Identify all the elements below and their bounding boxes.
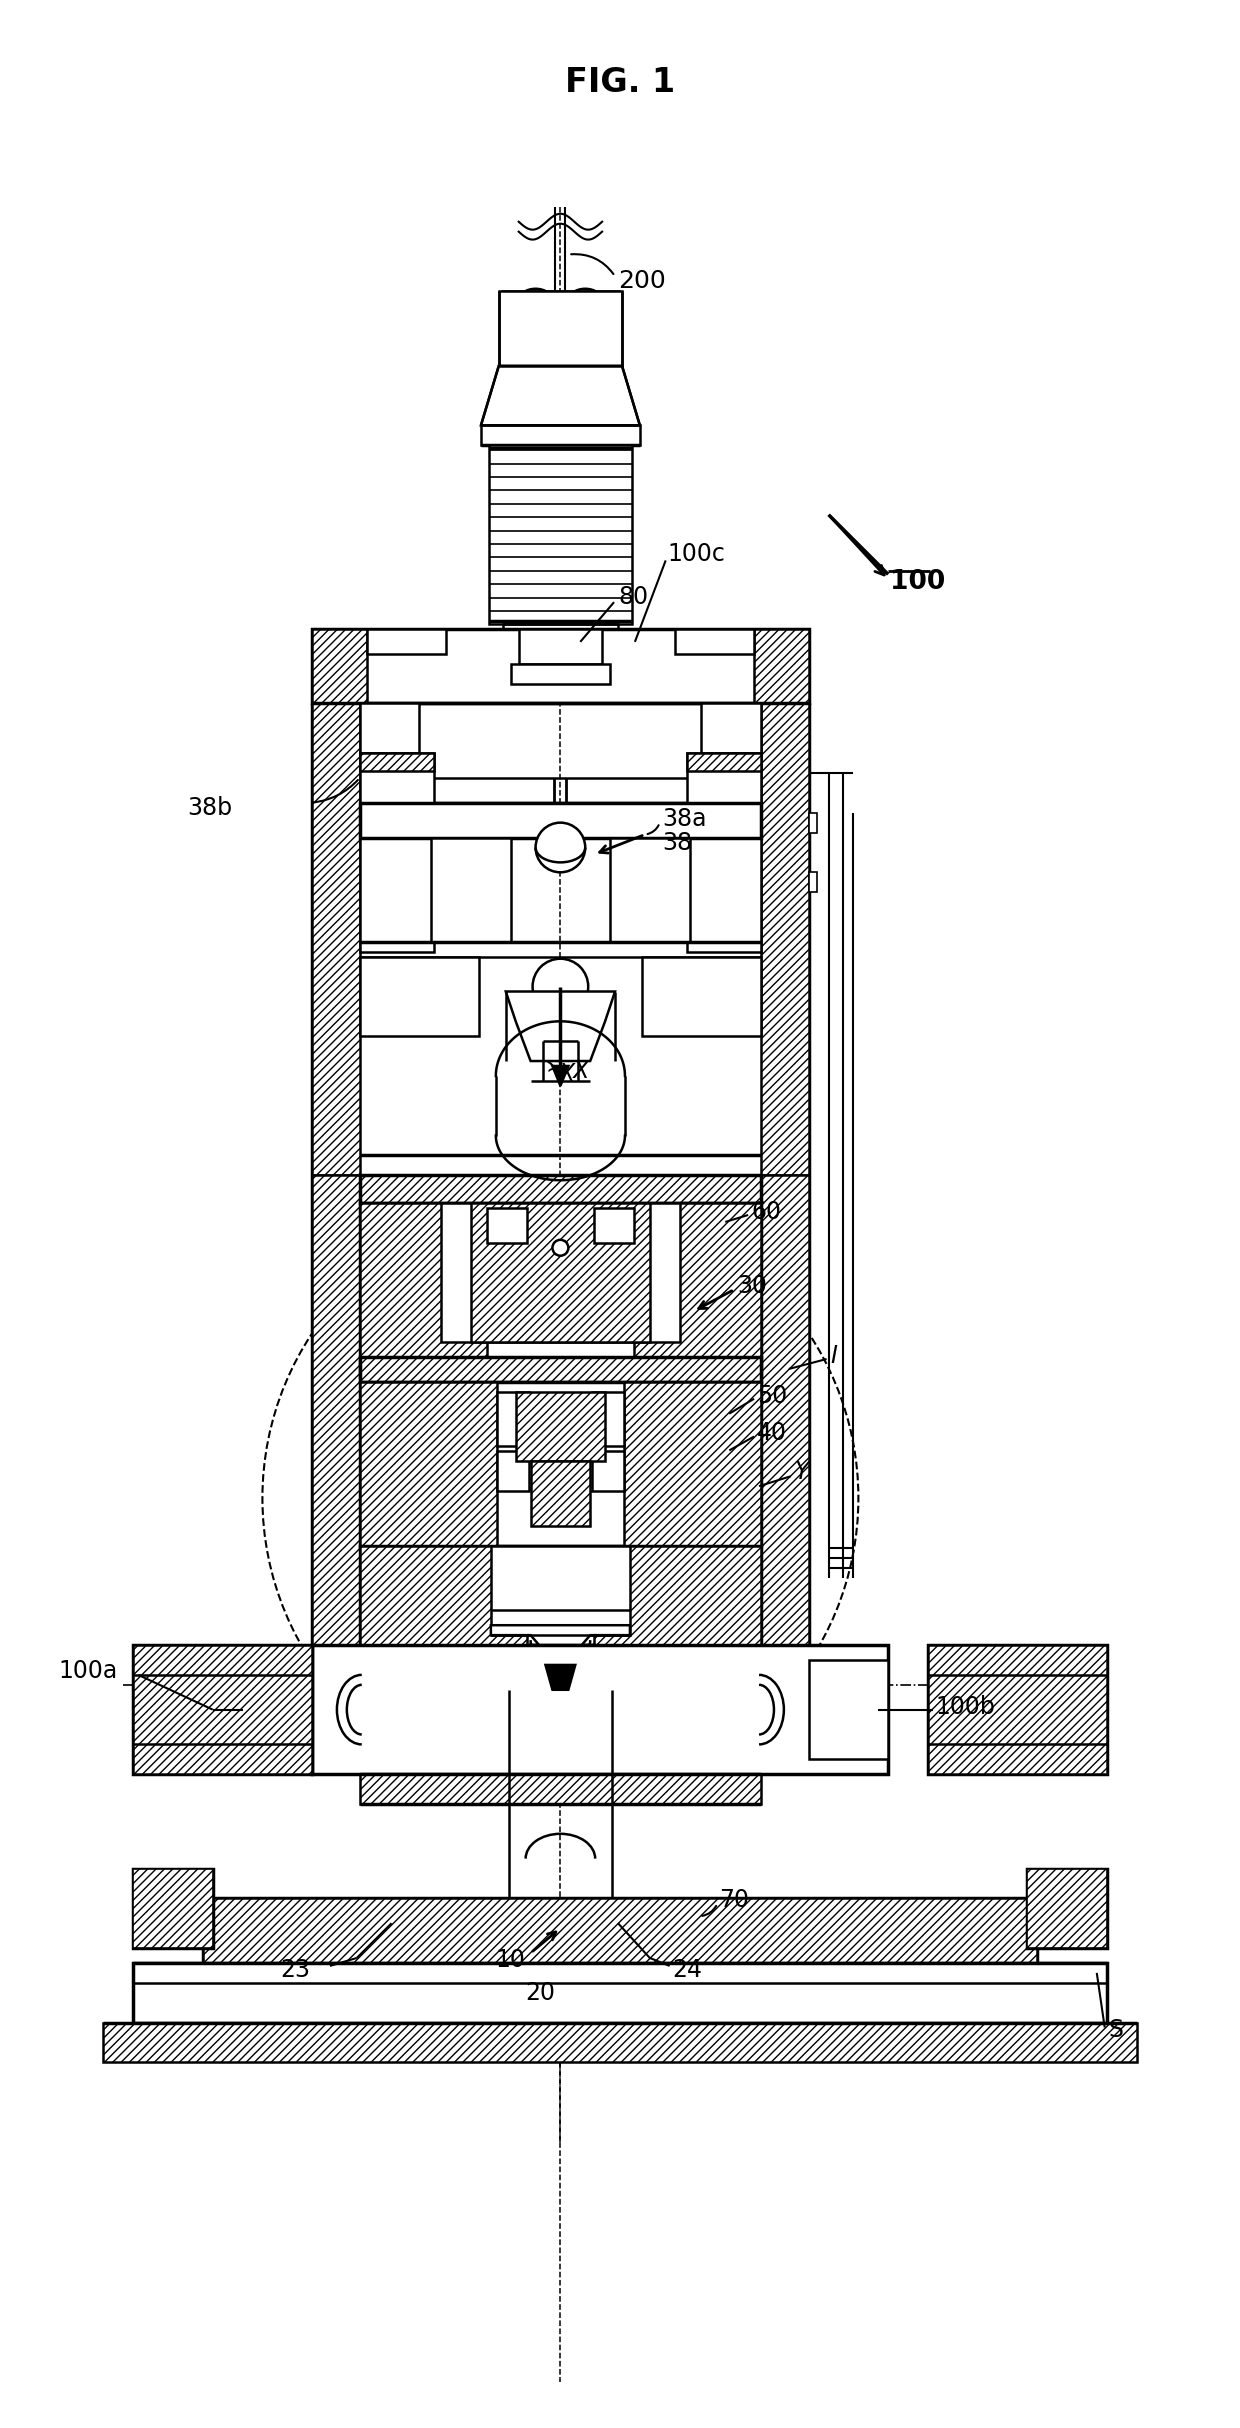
Text: 38: 38 bbox=[662, 830, 693, 855]
Bar bbox=[702, 704, 761, 753]
Bar bbox=[312, 1175, 360, 1668]
Polygon shape bbox=[553, 1066, 568, 1085]
Text: 100: 100 bbox=[890, 568, 945, 595]
Bar bbox=[511, 663, 610, 685]
Text: 70: 70 bbox=[719, 1889, 749, 1913]
Polygon shape bbox=[502, 624, 618, 639]
Text: S: S bbox=[1109, 2018, 1123, 2042]
Polygon shape bbox=[808, 1661, 888, 1760]
Bar bbox=[687, 753, 761, 952]
Bar bbox=[133, 1962, 1107, 2023]
Bar bbox=[441, 1202, 680, 1343]
Bar bbox=[1027, 1870, 1107, 1947]
Polygon shape bbox=[491, 1624, 630, 1670]
Text: 38a: 38a bbox=[662, 806, 707, 830]
Bar bbox=[642, 957, 761, 1037]
Circle shape bbox=[533, 959, 588, 1015]
Bar bbox=[360, 1775, 761, 1804]
Bar bbox=[516, 1391, 605, 1462]
Bar bbox=[754, 629, 808, 704]
Text: 38b: 38b bbox=[187, 796, 233, 821]
Text: 30: 30 bbox=[738, 1275, 768, 1297]
Bar bbox=[594, 1547, 761, 1646]
Bar bbox=[808, 872, 817, 891]
Polygon shape bbox=[481, 425, 640, 444]
Polygon shape bbox=[546, 1666, 575, 1690]
Bar bbox=[518, 629, 603, 663]
Text: 50: 50 bbox=[758, 1384, 787, 1408]
Bar bbox=[497, 1452, 528, 1491]
Text: Y: Y bbox=[795, 1459, 810, 1484]
Bar bbox=[360, 1202, 761, 1377]
Text: X: X bbox=[558, 1061, 574, 1085]
Text: 200: 200 bbox=[618, 270, 666, 294]
Bar bbox=[203, 1899, 1037, 1962]
Bar bbox=[360, 1547, 761, 1646]
Text: 23: 23 bbox=[280, 1957, 310, 1981]
Bar bbox=[360, 804, 761, 838]
Bar bbox=[761, 1175, 808, 1668]
Bar bbox=[489, 444, 632, 624]
Bar bbox=[360, 1357, 761, 1382]
Polygon shape bbox=[506, 991, 615, 1061]
Bar bbox=[360, 1175, 761, 1202]
Bar bbox=[593, 1391, 624, 1447]
Circle shape bbox=[536, 823, 585, 872]
Text: FIG. 1: FIG. 1 bbox=[565, 66, 675, 100]
Bar bbox=[593, 1452, 624, 1491]
Polygon shape bbox=[233, 1661, 312, 1760]
Polygon shape bbox=[498, 291, 622, 367]
Bar bbox=[624, 1382, 761, 1547]
Bar bbox=[203, 1899, 1037, 1962]
Bar bbox=[634, 1202, 761, 1362]
Bar bbox=[687, 753, 761, 772]
Circle shape bbox=[553, 1241, 568, 1255]
Bar bbox=[360, 1202, 487, 1362]
Bar bbox=[491, 1547, 630, 1634]
Bar bbox=[360, 753, 434, 952]
Bar bbox=[133, 1870, 213, 1947]
Bar bbox=[531, 1462, 590, 1525]
Bar bbox=[360, 753, 434, 772]
Bar bbox=[432, 838, 511, 942]
Bar bbox=[360, 1382, 761, 1547]
Bar bbox=[133, 1870, 213, 1947]
Text: 100a: 100a bbox=[58, 1658, 118, 1683]
Bar bbox=[360, 1547, 527, 1646]
Bar bbox=[360, 1382, 497, 1547]
Bar bbox=[487, 1209, 527, 1243]
Bar bbox=[360, 704, 419, 753]
Bar bbox=[675, 629, 754, 653]
Text: 40: 40 bbox=[758, 1420, 787, 1445]
Text: 60: 60 bbox=[751, 1199, 781, 1224]
Bar bbox=[312, 629, 808, 704]
Text: 100b: 100b bbox=[936, 1695, 996, 1719]
Bar bbox=[133, 1646, 312, 1775]
Text: 24: 24 bbox=[672, 1957, 703, 1981]
Bar bbox=[367, 629, 446, 653]
Bar bbox=[360, 957, 479, 1037]
Text: 80: 80 bbox=[618, 585, 649, 609]
Text: 100c: 100c bbox=[667, 541, 725, 566]
Bar bbox=[471, 1202, 650, 1343]
Bar bbox=[312, 1646, 888, 1775]
Bar bbox=[928, 1646, 1107, 1775]
Bar bbox=[928, 1646, 1107, 1775]
Bar bbox=[312, 704, 360, 1175]
Text: ~ X: ~ X bbox=[546, 1059, 589, 1083]
Bar bbox=[497, 1391, 528, 1447]
Text: 20: 20 bbox=[526, 1981, 556, 2006]
Bar bbox=[133, 1646, 312, 1775]
Bar bbox=[103, 2023, 1137, 2061]
Bar bbox=[808, 813, 817, 833]
Text: I: I bbox=[831, 1345, 837, 1367]
Bar bbox=[1027, 1870, 1107, 1947]
Bar bbox=[594, 1209, 634, 1243]
Bar bbox=[610, 838, 689, 942]
Bar bbox=[761, 704, 808, 1175]
Polygon shape bbox=[481, 367, 640, 425]
Text: 10: 10 bbox=[496, 1947, 526, 1972]
Bar bbox=[312, 629, 367, 704]
